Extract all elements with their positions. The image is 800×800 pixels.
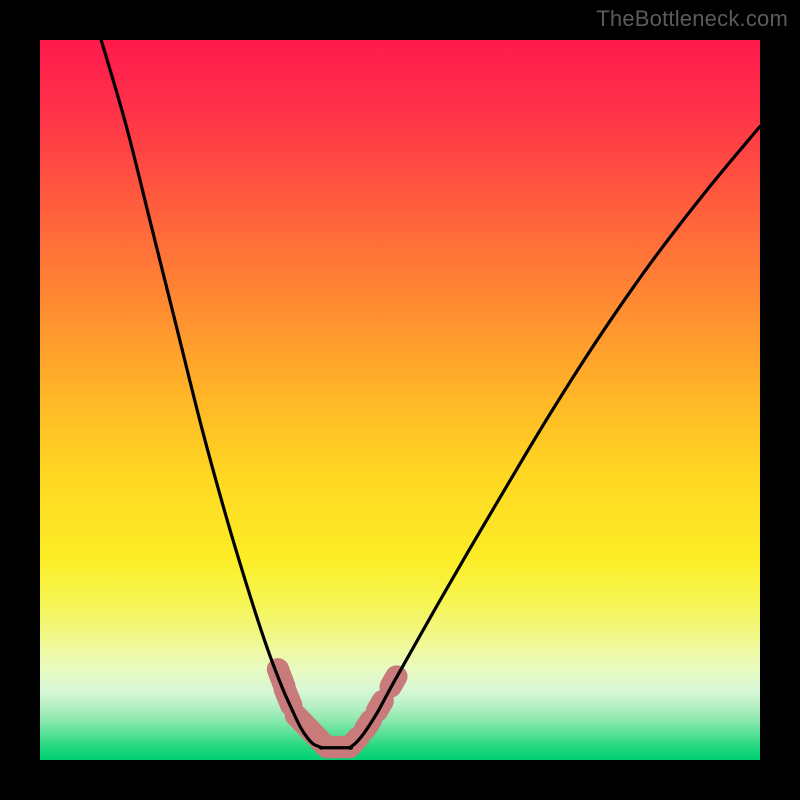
plot-area [40, 40, 760, 760]
chart-root: TheBottleneck.com [0, 0, 800, 800]
watermark-text: TheBottleneck.com [596, 6, 788, 32]
v-curve [101, 40, 760, 748]
curve-layer [40, 40, 760, 760]
